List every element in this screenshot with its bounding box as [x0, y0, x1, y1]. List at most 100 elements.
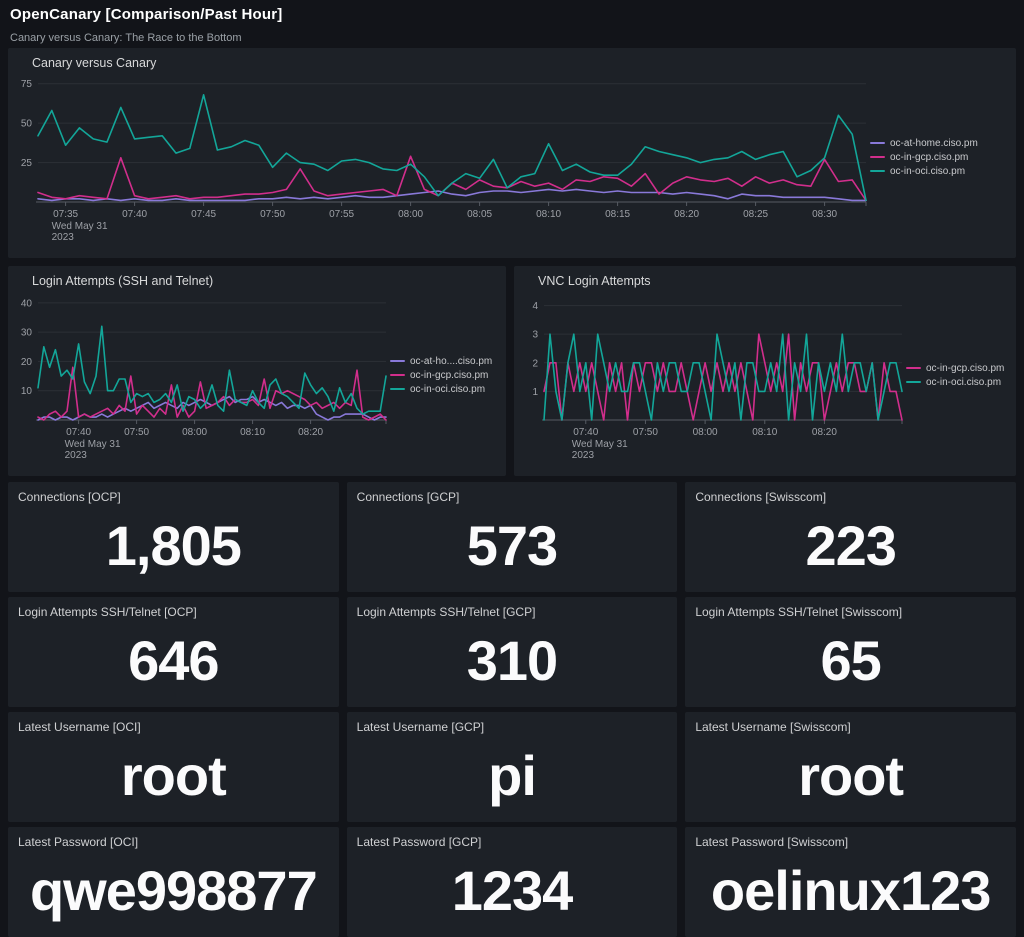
- stat-title[interactable]: Login Attempts SSH/Telnet [Swisscom]: [695, 605, 903, 619]
- legend-label: oc-at-home.ciso.pm: [890, 137, 978, 149]
- stat-value: 310: [466, 628, 558, 692]
- stat-value: 1234: [451, 858, 574, 922]
- x-tick-label: 08:20: [674, 209, 699, 220]
- stat-panel-3: Login Attempts SSH/Telnet [OCP] 646: [8, 597, 339, 707]
- legend-swatch: [870, 142, 885, 144]
- stat-title[interactable]: Login Attempts SSH/Telnet [OCP]: [18, 605, 197, 619]
- stat-value: 223: [805, 513, 896, 577]
- stat-title[interactable]: Connections [OCP]: [18, 490, 121, 504]
- panel-login-attempts-ssh-telnet: Login Attempts (SSH and Telnet) 10 20 30 40…: [8, 266, 506, 476]
- panel-title[interactable]: Login Attempts (SSH and Telnet): [32, 274, 214, 288]
- y-tick-label: 75: [21, 79, 33, 90]
- legend-label: oc-at-ho....ciso.pm: [410, 355, 493, 367]
- legend-swatch: [906, 367, 921, 369]
- series-line-oc-in-gcp.ciso.pm: [37, 366, 387, 421]
- dashboard-subtitle: Canary versus Canary: The Race to the Bo…: [10, 32, 242, 44]
- legend-swatch: [390, 388, 405, 390]
- x-tick-label: 07:45: [191, 209, 216, 220]
- stat-panel-8: Latest Username [Swisscom] root: [685, 712, 1016, 822]
- stat-value: 573: [466, 513, 558, 577]
- stat-value: oelinux123: [710, 858, 991, 922]
- legend-label: oc-in-gcp.ciso.pm: [926, 362, 1005, 374]
- stat-title[interactable]: Connections [Swisscom]: [695, 490, 827, 504]
- stat-title[interactable]: Connections [GCP]: [356, 490, 460, 504]
- stat-value: 646: [128, 628, 219, 692]
- dashboard-title: OpenCanary [Comparison/Past Hour]: [10, 6, 283, 23]
- y-tick-label: 20: [21, 357, 33, 368]
- legend-item-oc-in-gcp.ciso.pm[interactable]: oc-in-gcp.ciso.pm: [390, 370, 490, 381]
- x-tick-label: 08:20: [812, 427, 837, 438]
- series-line-oc-in-oci.ciso.pm: [543, 333, 903, 421]
- y-tick-label: 1: [532, 387, 538, 398]
- panel-title[interactable]: Canary versus Canary: [32, 56, 157, 70]
- stat-panel-9: Latest Password [OCI] qwe998877: [8, 827, 339, 937]
- legend-item-oc-in-gcp.ciso.pm[interactable]: oc-in-gcp.ciso.pm: [906, 362, 1005, 374]
- y-tick-label: 4: [532, 301, 538, 312]
- legend-item-oc-in-oci.ciso.pm[interactable]: oc-in-oci.ciso.pm: [906, 377, 1002, 388]
- x-tick-label: 07:50: [260, 209, 285, 220]
- y-tick-label: 50: [21, 119, 33, 130]
- legend-swatch: [870, 170, 885, 172]
- x-tick-label: 08:10: [752, 427, 777, 438]
- chart-legend: oc-in-gcp.ciso.pm oc-in-oci.ciso.pm: [906, 363, 1006, 388]
- stat-title[interactable]: Latest Username [GCP]: [356, 720, 485, 734]
- legend-item-oc-in-oci.ciso.pm[interactable]: oc-in-oci.ciso.pm: [870, 166, 996, 177]
- stat-value: root: [120, 743, 227, 807]
- y-tick-label: 10: [21, 386, 33, 397]
- legend-label: oc-in-gcp.ciso.pm: [890, 151, 969, 163]
- stat-value: root: [798, 743, 904, 807]
- x-tick-label: 07:50: [124, 427, 149, 438]
- stat-panels-grid: Connections [OCP] 1,805 Connections [GCP] 5…: [8, 482, 1016, 937]
- x-axis-date-label: 2023: [65, 450, 88, 460]
- stat-title[interactable]: Latest Username [Swisscom]: [695, 720, 851, 734]
- panel-canary-versus-canary: Canary versus Canary 25 50 75 07:35 Wed May …: [8, 48, 1016, 258]
- stat-title[interactable]: Latest Username [OCI]: [18, 720, 141, 734]
- stat-title[interactable]: Latest Password [Swisscom]: [695, 835, 849, 849]
- x-tick-label: 08:05: [467, 209, 492, 220]
- stat-value: pi: [488, 743, 537, 807]
- y-tick-label: 2: [532, 358, 538, 369]
- stat-panel-6: Latest Username [OCI] root: [8, 712, 339, 822]
- chart-legend: oc-at-home.ciso.pm oc-in-gcp.ciso.pm oc-in…: [870, 138, 1000, 177]
- x-tick-label: 08:10: [240, 427, 265, 438]
- dashboard-header: OpenCanary [Comparison/Past Hour] Canary…: [10, 6, 282, 44]
- x-tick-label: 08:00: [693, 427, 718, 438]
- stat-panel-2: Connections [Swisscom] 223: [685, 482, 1016, 592]
- panel-vnc-login-attempts: VNC Login Attempts 1 2 3 4 07:40 Wed May 31 20…: [514, 266, 1016, 476]
- x-tick-label: 07:40: [122, 209, 147, 220]
- stat-panel-10: Latest Password [GCP] 1234: [346, 827, 678, 937]
- stat-title[interactable]: Latest Password [GCP]: [356, 835, 482, 849]
- chart-legend: oc-at-ho....ciso.pm oc-in-gcp.ciso.pm oc-i…: [390, 356, 494, 395]
- legend-swatch: [390, 374, 405, 376]
- legend-item-oc-in-oci.ciso.pm[interactable]: oc-in-oci.ciso.pm: [390, 384, 490, 395]
- stat-value: 65: [820, 628, 882, 692]
- stat-title[interactable]: Latest Password [OCI]: [18, 835, 139, 849]
- series-line-oc-in-oci.ciso.pm: [37, 325, 387, 415]
- stat-panel-4: Login Attempts SSH/Telnet [GCP] 310: [346, 597, 678, 707]
- panel-title[interactable]: VNC Login Attempts: [538, 274, 651, 288]
- legend-swatch: [390, 360, 405, 362]
- x-tick-label: 07:50: [633, 427, 658, 438]
- stat-panel-7: Latest Username [GCP] pi: [346, 712, 678, 822]
- legend-label: oc-in-oci.ciso.pm: [890, 165, 966, 177]
- stat-title[interactable]: Login Attempts SSH/Telnet [GCP]: [356, 605, 536, 619]
- series-line-oc-in-oci.ciso.pm: [37, 93, 867, 202]
- x-tick-label: 08:00: [182, 427, 207, 438]
- stat-value: 1,805: [105, 513, 242, 577]
- legend-swatch: [870, 156, 885, 158]
- legend-item-oc-at-home.ciso.pm[interactable]: oc-at-home.ciso.pm: [870, 138, 996, 149]
- x-tick-label: 08:15: [605, 209, 630, 220]
- stat-panel-1: Connections [GCP] 573: [346, 482, 678, 592]
- legend-item-oc-at-home.ciso.pm[interactable]: oc-at-ho....ciso.pm: [390, 355, 493, 367]
- y-tick-label: 3: [532, 330, 538, 341]
- stat-panel-5: Login Attempts SSH/Telnet [Swisscom] 65: [685, 597, 1016, 707]
- x-tick-label: 08:30: [812, 209, 837, 220]
- x-tick-label: 07:40: [573, 427, 598, 438]
- x-axis-date-label: 2023: [52, 232, 75, 242]
- legend-item-oc-in-gcp.ciso.pm[interactable]: oc-in-gcp.ciso.pm: [870, 152, 996, 163]
- stat-value: qwe998877: [29, 858, 318, 922]
- stat-panel-11: Latest Password [Swisscom] oelinux123: [685, 827, 1016, 937]
